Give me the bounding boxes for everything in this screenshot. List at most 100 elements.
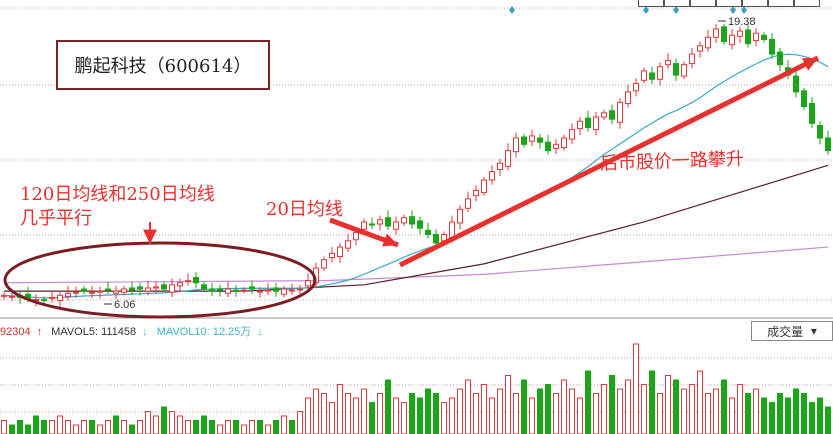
candle-body xyxy=(561,137,567,148)
candle-body xyxy=(537,137,543,143)
volume-bar xyxy=(633,343,639,434)
volume-bar xyxy=(537,388,543,434)
candle-body xyxy=(233,289,239,292)
volume-bar xyxy=(401,402,407,434)
volume-bar xyxy=(409,393,415,434)
volume-bar xyxy=(153,415,159,434)
candle-body xyxy=(665,59,671,66)
candle-body xyxy=(393,221,399,230)
candle-body xyxy=(249,286,255,290)
candle-body xyxy=(497,162,503,170)
candle-body xyxy=(129,287,135,291)
volume-bar xyxy=(481,384,487,434)
candle-body xyxy=(241,289,247,292)
down-arrow-head xyxy=(143,229,157,244)
volume-bar xyxy=(649,370,655,434)
candle-body xyxy=(161,284,167,290)
volume-bar xyxy=(825,406,831,434)
mavol5-label: MAVOL5: 111458 xyxy=(51,326,137,338)
toolbar-button[interactable] xyxy=(768,0,794,7)
up-arrow-icon: ↑ xyxy=(36,326,43,338)
candle-body xyxy=(145,287,151,292)
volume-bar xyxy=(209,420,215,434)
volume-bar xyxy=(441,402,447,434)
volume-bar xyxy=(465,379,471,434)
volume-bar xyxy=(193,420,199,434)
candle-body xyxy=(713,28,719,38)
candle-body xyxy=(417,220,423,229)
volume-bar xyxy=(425,388,431,434)
volume-bar xyxy=(337,384,343,434)
volume-bar xyxy=(105,420,111,434)
volume-bar xyxy=(73,424,79,434)
candle-body xyxy=(289,289,295,292)
candle-body xyxy=(697,45,703,52)
toolbar-button[interactable] xyxy=(716,0,742,7)
volume-bar xyxy=(49,420,55,434)
candle-body xyxy=(353,231,359,241)
volume-legend: 92304 ↑ MAVOL5: 111458 ↓ MAVOL10: 12.25万 ↓ xyxy=(0,323,269,339)
volume-bar xyxy=(673,379,679,434)
candle-body xyxy=(777,51,783,66)
volume-bar xyxy=(25,424,31,434)
volume-bar xyxy=(9,424,15,434)
volume-bar xyxy=(585,370,591,434)
candle-body xyxy=(793,75,799,93)
candle-body xyxy=(673,63,679,76)
volume-bar xyxy=(513,393,519,434)
volume-bar xyxy=(97,424,103,434)
volume-bar xyxy=(625,379,631,434)
volume-bar xyxy=(705,393,711,434)
volume-bar xyxy=(1,420,7,434)
high-label: 19.38 xyxy=(728,16,756,28)
toolbar-button[interactable] xyxy=(664,0,690,7)
candle-body xyxy=(585,117,591,129)
toolbar-button[interactable] xyxy=(742,0,768,7)
candle-body xyxy=(361,221,367,230)
volume-bar xyxy=(761,397,767,434)
volume-bar xyxy=(41,420,47,434)
indicator-select[interactable]: 成交量 ▾ xyxy=(751,321,833,341)
volume-bar xyxy=(393,397,399,434)
candle-body xyxy=(217,288,223,291)
candle-body xyxy=(625,91,631,104)
candle-body xyxy=(457,208,463,224)
candle-body xyxy=(153,286,159,289)
highlight-ellipse xyxy=(3,241,317,319)
volume-bar xyxy=(17,420,23,434)
candle-body xyxy=(105,288,111,291)
candle-body xyxy=(689,53,695,65)
candle-body xyxy=(609,110,615,120)
down-arrow-icon: ↓ xyxy=(257,326,263,338)
volume-bar xyxy=(737,384,743,434)
volume-bar xyxy=(137,420,143,434)
volume-bar xyxy=(817,397,823,434)
candle-body xyxy=(705,36,711,49)
toolbar-button[interactable] xyxy=(794,0,820,7)
candle-body xyxy=(193,276,199,284)
candle-body xyxy=(569,129,575,140)
candle-body xyxy=(73,291,79,294)
candle-body xyxy=(297,288,303,291)
volume-bar xyxy=(305,397,311,434)
toolbar-button[interactable] xyxy=(638,0,664,7)
candle-body xyxy=(1,294,7,297)
volume-bar xyxy=(593,393,599,434)
volume-bar xyxy=(521,379,527,434)
volume-bar xyxy=(785,397,791,434)
candle-body xyxy=(521,136,527,145)
volume-bar xyxy=(457,388,463,434)
volume-bar xyxy=(233,420,239,434)
volume-bar xyxy=(497,388,503,434)
ma-parallel-annotation: 120日均线和250日均线 几乎平行 xyxy=(20,184,215,229)
candle-body xyxy=(825,137,831,152)
candle-body xyxy=(97,290,103,293)
volume-bar xyxy=(809,402,815,434)
volume-bar xyxy=(417,397,423,434)
volume-bar xyxy=(241,424,247,434)
volume-bar xyxy=(145,411,151,434)
chart-title: 鹏起科技（600614） xyxy=(74,56,252,77)
event-diamond-icon xyxy=(730,6,736,14)
candle-body xyxy=(601,112,607,118)
toolbar-button[interactable] xyxy=(690,0,716,7)
